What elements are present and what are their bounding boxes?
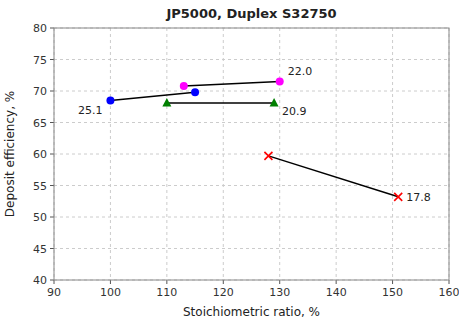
tick [50,154,54,155]
annotation: 20.9 [282,105,307,118]
data [106,78,402,201]
tick [50,122,54,123]
tick [449,280,450,284]
tick [50,59,54,60]
tick-label: 50 [33,211,47,224]
tick-label: 110 [156,286,177,299]
chart: 90 100 110 120 130 140 150 160 40 45 50 55 60 65 70 75 8… [0,0,459,325]
point [162,98,171,107]
tick-label: 130 [269,286,290,299]
point [191,88,199,96]
tick-label: 120 [213,286,234,299]
tick-label: 150 [382,286,403,299]
series-line [167,102,274,104]
grid-line [54,122,449,123]
tick [54,280,55,284]
tick [50,248,54,249]
tick-label: 140 [326,286,347,299]
point [180,82,188,90]
series-line [268,156,398,197]
grid-line [54,217,449,218]
tick-label: 55 [33,180,47,193]
point [270,98,279,107]
grid-line [54,91,449,92]
plot-area [54,28,449,280]
tick-label: 65 [33,117,47,130]
tick-label: 40 [33,274,47,287]
annotation: 17.8 [406,191,431,204]
grid-line [166,28,167,280]
x-axis-label: Stoichiometric ratio, % [183,305,320,319]
tick-label: 80 [33,22,47,35]
point [264,152,272,160]
grid-line [54,248,449,249]
tick-label: 45 [33,243,47,256]
series-line [110,92,195,100]
tick [50,185,54,186]
point [106,96,114,104]
tick [110,280,111,284]
grid-line [54,154,449,155]
tick [392,280,393,284]
tick [336,280,337,284]
tick-label: 90 [47,286,61,299]
grid-line [54,59,449,60]
series-line [184,82,280,86]
tick [279,280,280,284]
tick [50,217,54,218]
point [276,78,284,86]
tick [166,280,167,284]
tick-label: 100 [100,286,121,299]
y-axis-label: Deposit efficiency, % [3,91,17,217]
annotation: 22.0 [288,65,313,78]
tick [50,28,54,29]
grid-line [279,28,280,280]
tick-label: 160 [439,286,459,299]
grid-line [54,185,449,186]
tick [223,280,224,284]
tick [50,91,54,92]
grid [54,28,449,280]
tick-label: 75 [33,54,47,67]
point [394,193,402,201]
tick-label: 70 [33,85,47,98]
tick-label: 60 [33,148,47,161]
title: JP5000, Duplex S32750 [165,6,336,21]
plot-frame [54,28,449,280]
tick [50,280,54,281]
annotation: 25.1 [78,104,103,117]
